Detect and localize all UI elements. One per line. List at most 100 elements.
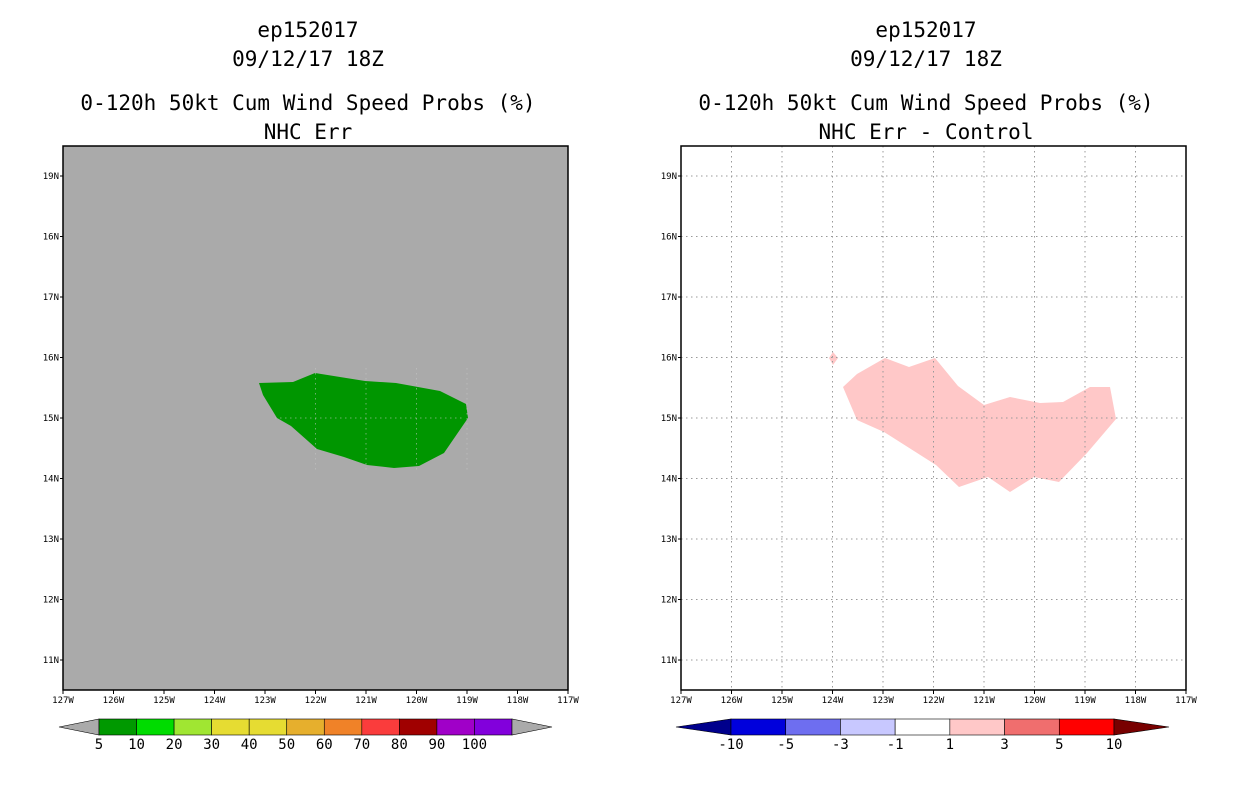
colorbar-label: 5 (1055, 737, 1063, 753)
lat-label: 14N (43, 475, 59, 485)
colorbar-swatch (436, 718, 475, 736)
colorbar-swatch (894, 718, 951, 736)
panel-left-title-4: NHC Err (264, 120, 353, 144)
lat-label: 16N (661, 233, 677, 243)
colorbar-swatch (136, 718, 175, 736)
lon-label: 117W (1175, 696, 1197, 706)
colorbar-swatch (361, 718, 400, 736)
colorbar-label: 5 (95, 737, 103, 753)
colorbar-right: -10 -5 -3 -1 1 3 5 10 (675, 718, 1170, 753)
lon-label: 126W (721, 696, 743, 706)
lon-label: 121W (355, 696, 377, 706)
lon-label: 121W (973, 696, 995, 706)
colorbar-label: 100 (462, 737, 487, 753)
probability-region-right (843, 358, 1116, 492)
colorbar-label: 70 (353, 737, 370, 753)
lat-label: 12N (661, 596, 677, 606)
colorbar-label: 10 (1106, 737, 1123, 753)
lat-label: 19N (43, 172, 59, 182)
colorbar-high-arrow (1113, 718, 1170, 736)
lon-label: 122W (305, 696, 327, 706)
lon-label: 123W (254, 696, 276, 706)
colorbar-swatch (399, 718, 438, 736)
colorbar-left: 5 10 20 30 40 50 60 70 80 90 100 (58, 718, 553, 753)
colorbar-swatch (211, 718, 250, 736)
colorbar-swatch (286, 718, 325, 736)
lat-label: 11N (43, 656, 59, 666)
lon-label: 127W (52, 696, 74, 706)
colorbar-label: -3 (832, 737, 849, 753)
lat-label: 14N (661, 475, 677, 485)
lon-label: 124W (204, 696, 226, 706)
lat-label: 11N (661, 656, 677, 666)
colorbar-label: 40 (241, 737, 258, 753)
panel-left-svg: ep152017 09/12/17 18Z 0-120h 50kt Cum Wi… (43, 18, 580, 753)
lat-label: 19N (661, 172, 677, 182)
colorbar-label: 1 (946, 737, 954, 753)
colorbar-label: -1 (887, 737, 904, 753)
lat-label: 15N (43, 414, 59, 424)
panel-right-svg: ep152017 09/12/17 18Z 0-120h 50kt Cum Wi… (661, 18, 1198, 753)
colorbar-label: 3 (1000, 737, 1008, 753)
colorbar-swatch (730, 718, 787, 736)
colorbar-low-arrow (58, 718, 100, 736)
lon-label: 117W (557, 696, 579, 706)
lon-label: 118W (1125, 696, 1147, 706)
colorbar-label: 30 (203, 737, 220, 753)
lon-label: 120W (1024, 696, 1046, 706)
lon-ticks-left: 127W 126W 125W 124W 123W 122W 121W 120W 119W 118W… (52, 690, 579, 706)
panel-left-title-1: ep152017 (257, 18, 358, 42)
colorbar-label: 10 (128, 737, 145, 753)
lon-label: 119W (456, 696, 478, 706)
colorbar-swatch (949, 718, 1005, 736)
colorbar-swatch (785, 718, 841, 736)
colorbar-label: 60 (316, 737, 333, 753)
panel-left-title-2: 09/12/17 18Z (232, 47, 384, 71)
lat-ticks-right: 19N 16N 17N 16N 15N 14N 13N 12N 11N (661, 172, 681, 666)
colorbar-high-arrow (511, 718, 553, 736)
panel-right-title-4: NHC Err - Control (819, 120, 1034, 144)
lat-label: 17N (43, 293, 59, 303)
lat-label: 16N (661, 354, 677, 364)
map-grid-left (275, 368, 468, 470)
lat-label: 16N (43, 233, 59, 243)
colorbar-label: 20 (166, 737, 183, 753)
lat-label: 13N (661, 535, 677, 545)
colorbar-label: 50 (278, 737, 295, 753)
panel-left-title-3: 0-120h 50kt Cum Wind Speed Probs (%) (80, 91, 535, 115)
probability-region-left (259, 373, 468, 468)
lon-label: 124W (822, 696, 844, 706)
colorbar-swatch (98, 718, 137, 736)
panel-right-title-3: 0-120h 50kt Cum Wind Speed Probs (%) (698, 91, 1153, 115)
lat-ticks-left: 19N 16N 17N 16N 15N 14N 13N 12N 11N (43, 172, 63, 666)
colorbar-label: -5 (777, 737, 794, 753)
lon-label: 118W (507, 696, 529, 706)
lat-label: 16N (43, 354, 59, 364)
map-grid-right (681, 146, 1186, 690)
lat-label: 15N (661, 414, 677, 424)
lon-label: 123W (872, 696, 894, 706)
colorbar-swatch (173, 718, 212, 736)
lon-label: 127W (670, 696, 692, 706)
lat-label: 12N (43, 596, 59, 606)
lon-label: 125W (153, 696, 175, 706)
colorbar-low-arrow (675, 718, 732, 736)
panel-right-title-2: 09/12/17 18Z (850, 47, 1002, 71)
lat-label: 13N (43, 535, 59, 545)
colorbar-label: -10 (718, 737, 743, 753)
colorbar-swatch (1058, 718, 1115, 736)
lat-label: 17N (661, 293, 677, 303)
panel-right-title-1: ep152017 (875, 18, 976, 42)
lon-label: 126W (103, 696, 125, 706)
lon-ticks-right: 127W 126W 125W 124W 123W 122W 121W 120W 119W 118W… (670, 690, 1197, 706)
colorbar-label: 80 (391, 737, 408, 753)
probability-dot-right (829, 352, 838, 365)
lon-label: 125W (771, 696, 793, 706)
colorbar-swatch (323, 718, 363, 736)
colorbar-label: 90 (428, 737, 445, 753)
colorbar-swatch (1004, 718, 1060, 736)
colorbar-swatch (248, 718, 288, 736)
lon-label: 122W (923, 696, 945, 706)
colorbar-swatch (840, 718, 896, 736)
colorbar-swatch (474, 718, 513, 736)
